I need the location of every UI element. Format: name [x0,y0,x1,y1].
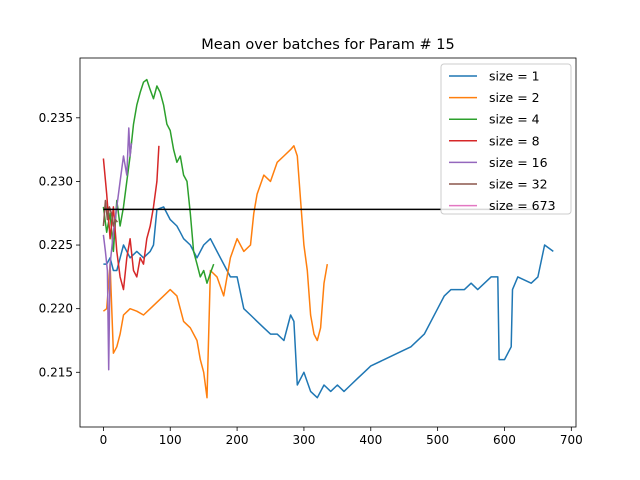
y-tick-label: 0.225 [39,238,73,252]
series-line-5 [102,127,133,371]
x-tick-label: 600 [493,433,516,447]
x-tick-label: 400 [359,433,382,447]
x-tick-label: 0 [100,433,108,447]
legend: size = 1 size = 2 size = 4 size = 8 size = 1… [440,63,572,215]
series-line-4 [102,145,160,291]
y-tick-label: 0.220 [39,302,73,316]
x-tick-label: 700 [560,433,583,447]
x-tick-label: 200 [226,433,249,447]
legend-label-4: size = 8 [489,133,540,148]
y-tick-label: 0.230 [39,174,73,188]
y-tick-label: 0.215 [39,365,73,379]
legend-label-3: size = 4 [489,112,540,127]
series-line-2 [102,145,329,399]
legend-label-1: size = 1 [489,69,540,84]
legend-label-5: size = 16 [489,155,548,170]
x-tick-label: 300 [292,433,315,447]
legend-label-7: size = 673 [489,198,556,213]
chart-title: Mean over batches for Param # 15 [201,37,454,53]
legend-box [440,63,572,215]
axes: 0 100 200 300 400 500 600 700 0.215 0.220 0.225 0.2… [39,57,583,447]
legend-label-6: size = 32 [489,177,548,192]
x-tick-label: 100 [159,433,182,447]
x-tick-label: 500 [426,433,449,447]
axes-frame [79,57,577,428]
legend-label-2: size = 2 [489,90,540,105]
y-tick-label: 0.235 [39,111,73,125]
series-line-3 [102,78,215,284]
